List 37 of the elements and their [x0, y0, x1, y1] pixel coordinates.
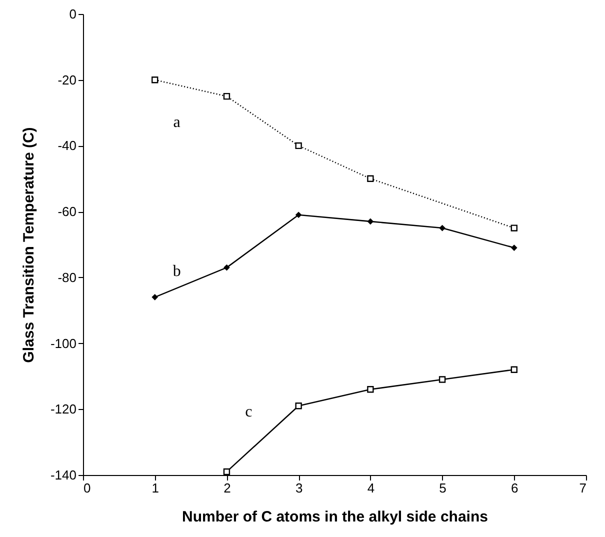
x-tick-label: 7	[579, 480, 586, 496]
y-tick-label: -60	[58, 204, 76, 220]
y-tick-label: -100	[50, 336, 76, 351]
x-tick-label: 0	[84, 480, 91, 496]
point	[438, 376, 446, 383]
point	[510, 366, 518, 373]
point	[152, 76, 158, 84]
point	[510, 244, 518, 251]
x-tick-label: 5	[439, 480, 446, 496]
y-tick-label: -140	[50, 468, 76, 482]
point	[439, 224, 446, 232]
x-tick-label: 1	[152, 480, 159, 496]
y-tick-label: 0	[69, 6, 76, 22]
annotation: b	[172, 263, 181, 280]
x-tick-label: 4	[367, 480, 375, 496]
point	[152, 294, 158, 300]
point	[367, 175, 374, 182]
y-tick-label: -80	[58, 270, 76, 285]
x-tick-label: 6	[511, 480, 518, 496]
y-tick-label: -20	[58, 72, 76, 88]
y-tick-label: -40	[58, 138, 76, 154]
annotation: c	[245, 404, 252, 421]
x-axis-title: Number of C atoms in the alkyl side chains	[182, 508, 488, 526]
point	[295, 212, 302, 218]
point	[224, 264, 230, 271]
point	[510, 224, 518, 232]
y-axis-title: Glass Transition Temperature (C)	[20, 127, 38, 363]
point	[223, 92, 230, 100]
point	[367, 386, 374, 393]
point	[223, 468, 230, 476]
point	[367, 218, 374, 225]
x-tick-label: 2	[224, 480, 231, 496]
annotation: a	[173, 114, 180, 131]
x-tick-label: 3	[295, 480, 303, 496]
point	[295, 142, 302, 150]
point	[295, 402, 302, 410]
y-tick-label: -120	[50, 402, 76, 417]
